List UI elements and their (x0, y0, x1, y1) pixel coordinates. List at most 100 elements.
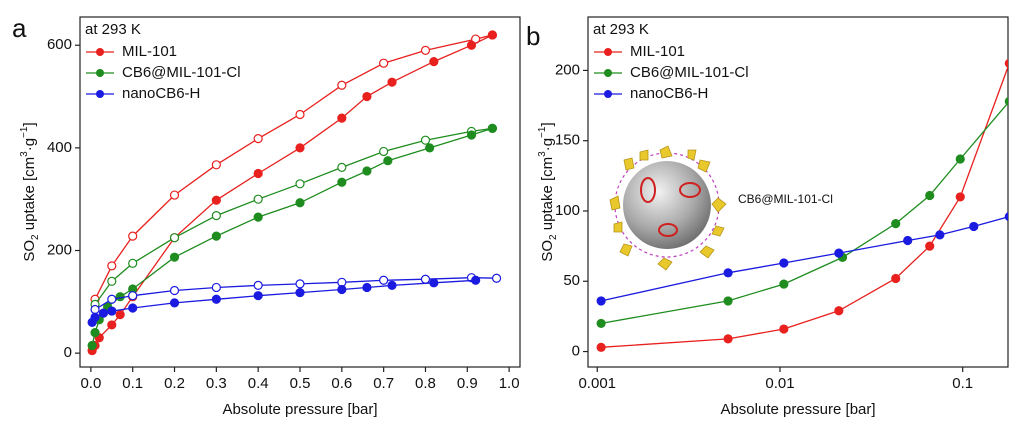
adsorption-point (387, 77, 397, 87)
x-tick-label: 0.01 (765, 375, 794, 392)
adsorption-point (337, 284, 347, 295)
adsorption-point (115, 310, 125, 320)
desorption-point (253, 194, 263, 204)
y-axis-label-part: uptake [cm (21, 157, 38, 235)
inset-structure (609, 145, 727, 271)
adsorption-point (723, 296, 733, 306)
desorption-line (94, 34, 493, 300)
adsorption-line (600, 101, 1008, 325)
y-tick-label: 200 (47, 241, 72, 258)
y-axis-label-part: ] (21, 122, 38, 126)
desorption-point (379, 146, 389, 157)
adsorption-point (487, 123, 497, 133)
y-axis-label: SO2 uptake [cm3·g−1] (19, 122, 41, 261)
adsorption-point (466, 130, 477, 140)
y-axis-label-part: SO (21, 240, 38, 262)
adsorption-line (601, 65, 1008, 348)
adsorption-point (925, 190, 935, 201)
x-tick-label: 0.6 (331, 375, 352, 392)
adsorption-point (891, 219, 901, 229)
legend-marker (604, 69, 612, 77)
y-tick-label: 200 (555, 61, 580, 78)
adsorption-point (955, 192, 965, 202)
adsorption-point (779, 324, 789, 334)
adsorption-line (91, 127, 493, 346)
y-axis-label-part: 2 (548, 234, 559, 240)
x-axis-label: Absolute pressure [bar] (720, 401, 875, 418)
y-axis-label-part: SO (539, 240, 556, 262)
legend-label: CB6@MIL-101-Cl (630, 64, 749, 81)
annotation: at 293 K (593, 21, 649, 38)
adsorption-point (90, 328, 100, 338)
x-tick-label: 0.7 (373, 375, 394, 392)
adsorption-point (779, 258, 789, 268)
x-tick-label: 0.9 (457, 375, 478, 392)
adsorption-point (387, 280, 397, 291)
desorption-point (107, 294, 117, 304)
adsorption-line (91, 34, 493, 351)
x-tick-label: 0.3 (206, 375, 227, 392)
y-tick-label: 0 (572, 343, 580, 360)
desorption-point (128, 231, 138, 241)
y-axis-label-part: 3 (537, 151, 548, 157)
x-tick-label: 0.5 (290, 375, 311, 392)
x-tick-label: 0.1 (122, 375, 143, 392)
x-tick-label: 0.0 (80, 375, 101, 392)
adsorption-point (471, 275, 481, 285)
desorption-point (107, 276, 117, 286)
y-tick-label: 600 (47, 36, 72, 53)
inset-label: CB6@MIL-101-Cl (738, 192, 833, 206)
y-tick-label: 0 (64, 344, 72, 361)
adsorption-point (107, 306, 117, 316)
adsorption-point (295, 143, 305, 153)
adsorption-point (98, 308, 109, 318)
desorption-point (211, 282, 221, 293)
x-tick-label: 0.1 (952, 375, 973, 392)
x-axis-label: Absolute pressure [bar] (222, 401, 377, 418)
adsorption-point (779, 279, 789, 289)
adsorption-point (295, 198, 305, 208)
adsorption-line (600, 216, 1008, 302)
desorption-point (295, 179, 305, 189)
adsorption-point (362, 166, 372, 176)
x-tick-label: 0.8 (415, 375, 436, 392)
adsorption-point (107, 320, 117, 330)
desorption-point (379, 275, 389, 285)
desorption-point (337, 162, 347, 172)
desorption-point (420, 45, 431, 55)
adsorption-line (91, 279, 476, 323)
x-tick-label: 0.2 (164, 375, 185, 392)
panel-label: b (526, 21, 540, 51)
x-tick-label: 0.4 (248, 375, 269, 392)
adsorption-point (466, 40, 477, 50)
desorption-point (337, 80, 347, 90)
adsorption-point (969, 221, 979, 232)
y-axis-label-part: 2 (30, 234, 41, 240)
adsorption-point (128, 303, 138, 313)
x-tick-label: 0.001 (578, 375, 616, 392)
desorption-point (379, 58, 389, 68)
adsorption-point (362, 91, 372, 102)
adsorption-point (253, 168, 263, 179)
adsorption-point (596, 342, 606, 352)
legend-label: nanoCB6-H (630, 85, 708, 102)
desorption-point (107, 261, 117, 271)
desorption-point (420, 135, 431, 145)
adsorption-point (253, 291, 263, 301)
x-tick-label: 1.0 (499, 375, 520, 392)
legend-label: MIL-101 (630, 43, 685, 60)
desorption-point (169, 285, 180, 296)
desorption-point (295, 109, 305, 120)
legend-label: nanoCB6-H (122, 85, 200, 102)
adsorption-point (723, 268, 733, 278)
adsorption-point (891, 273, 901, 284)
y-tick-label: 400 (47, 139, 72, 156)
adsorption-point (935, 230, 945, 240)
adsorption-point (487, 30, 497, 40)
desorption-point (253, 134, 263, 144)
y-axis-label-part: −1 (537, 126, 548, 138)
adsorption-point (429, 278, 439, 288)
y-axis-label-part: uptake [cm (539, 157, 556, 235)
y-axis-label-part: 3 (19, 151, 30, 157)
